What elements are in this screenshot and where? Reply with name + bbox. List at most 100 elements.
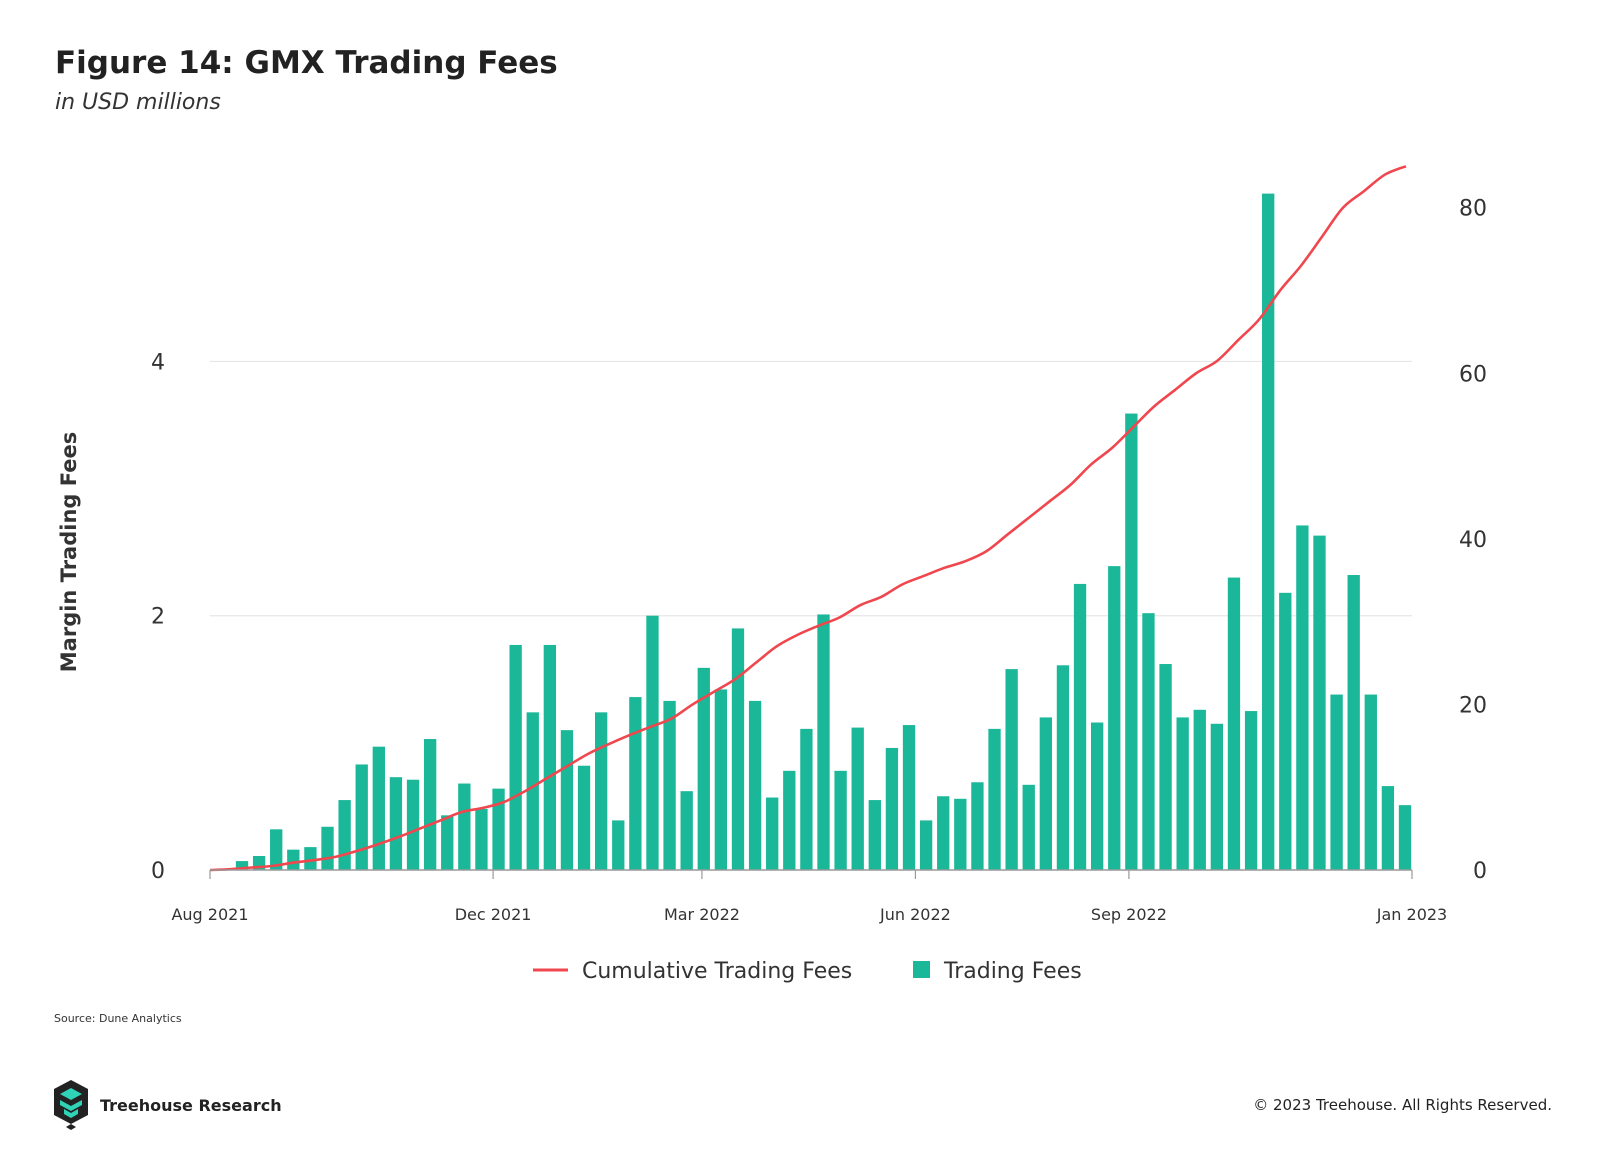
bar bbox=[834, 770, 847, 870]
bar bbox=[1227, 577, 1241, 870]
bar bbox=[1364, 694, 1377, 870]
y-tick-left: 4 bbox=[151, 350, 165, 375]
bar bbox=[1279, 592, 1292, 870]
bar bbox=[355, 764, 368, 870]
x-tick-label: Sep 2022 bbox=[1091, 905, 1167, 924]
bar bbox=[800, 728, 813, 870]
bar bbox=[287, 849, 300, 870]
chart-title: Figure 14: GMX Trading Fees bbox=[55, 45, 558, 81]
bar bbox=[868, 800, 881, 870]
bar bbox=[1005, 669, 1018, 870]
bar bbox=[919, 820, 933, 870]
legend-label-trading-fees: Trading Fees bbox=[943, 959, 1082, 984]
bar bbox=[1090, 722, 1104, 870]
grid-lines bbox=[210, 360, 1412, 617]
bar bbox=[543, 644, 557, 870]
x-tick-label: Mar 2022 bbox=[664, 905, 740, 924]
bar bbox=[1330, 694, 1343, 870]
bar bbox=[1176, 717, 1189, 870]
legend-bar-icon bbox=[913, 961, 930, 978]
x-tick-label: Dec 2021 bbox=[455, 905, 532, 924]
bar bbox=[731, 628, 745, 870]
bar bbox=[1073, 583, 1087, 870]
bar bbox=[1125, 413, 1138, 870]
bar bbox=[783, 770, 796, 870]
y-tick-right: 0 bbox=[1473, 859, 1487, 884]
bar bbox=[235, 861, 249, 870]
bar bbox=[663, 700, 676, 870]
bar bbox=[389, 777, 403, 870]
treehouse-logo-icon bbox=[54, 1080, 88, 1130]
x-tick-label: Jun 2022 bbox=[879, 905, 951, 924]
bar bbox=[1159, 664, 1172, 870]
bar bbox=[817, 614, 830, 870]
chart-subtitle: in USD millions bbox=[55, 90, 221, 115]
bar bbox=[629, 697, 642, 870]
y-tick-right: 20 bbox=[1459, 693, 1487, 718]
bar bbox=[423, 739, 437, 870]
bar bbox=[270, 829, 283, 870]
bar bbox=[406, 779, 420, 870]
bar bbox=[304, 847, 317, 870]
bar bbox=[1039, 717, 1052, 870]
bar bbox=[441, 815, 454, 870]
bar bbox=[372, 746, 385, 870]
bar bbox=[595, 712, 608, 870]
bar bbox=[1296, 525, 1309, 870]
bar bbox=[680, 791, 693, 870]
x-tick-label: Jan 2023 bbox=[1376, 905, 1447, 924]
bar bbox=[560, 730, 574, 870]
bar bbox=[646, 615, 659, 870]
y-tick-right: 60 bbox=[1459, 362, 1487, 387]
bar bbox=[509, 644, 522, 870]
bar bbox=[851, 727, 864, 870]
bar bbox=[1347, 575, 1360, 870]
bar bbox=[1108, 566, 1121, 870]
bar bbox=[526, 712, 539, 870]
bar bbox=[714, 689, 728, 870]
bar bbox=[338, 800, 351, 870]
y-tick-left: 2 bbox=[151, 605, 165, 630]
brand-name: Treehouse Research bbox=[100, 1095, 282, 1115]
bar bbox=[1210, 723, 1224, 870]
bar bbox=[1262, 193, 1275, 871]
bar bbox=[612, 820, 625, 870]
y-axis-label: Margin Trading Fees bbox=[57, 432, 81, 672]
bar bbox=[697, 667, 710, 870]
brand: Treehouse Research bbox=[54, 1080, 282, 1130]
bar bbox=[577, 765, 591, 870]
bar bbox=[748, 700, 762, 870]
bar bbox=[1193, 709, 1206, 870]
legend-label-cumulative: Cumulative Trading Fees bbox=[582, 959, 852, 984]
bar bbox=[1313, 535, 1326, 870]
bar bbox=[458, 783, 471, 870]
bar bbox=[902, 725, 916, 870]
x-tick-label: Aug 2021 bbox=[171, 905, 248, 924]
bar bbox=[937, 796, 950, 870]
bar bbox=[971, 782, 984, 870]
bar bbox=[766, 797, 779, 870]
source-note: Source: Dune Analytics bbox=[54, 1012, 182, 1025]
bar bbox=[1244, 711, 1258, 870]
legend: Cumulative Trading Fees Trading Fees bbox=[533, 959, 1082, 984]
bars bbox=[235, 193, 1412, 871]
y-tick-left: 0 bbox=[151, 859, 165, 884]
bar bbox=[1022, 784, 1035, 870]
bar bbox=[492, 788, 505, 870]
bar bbox=[1142, 613, 1155, 870]
bar bbox=[475, 808, 488, 870]
y-tick-right: 80 bbox=[1459, 197, 1487, 222]
bar bbox=[1056, 665, 1070, 870]
bar bbox=[954, 798, 967, 870]
bar bbox=[1381, 786, 1395, 870]
y-tick-right: 40 bbox=[1459, 528, 1487, 553]
bar bbox=[988, 728, 1001, 870]
cumulative-line-path bbox=[209, 165, 1407, 872]
bar bbox=[885, 747, 899, 870]
bar bbox=[321, 826, 334, 870]
bar bbox=[1398, 805, 1412, 870]
cumulative-line bbox=[209, 165, 1407, 872]
copyright: © 2023 Treehouse. All Rights Reserved. bbox=[1253, 1096, 1552, 1114]
